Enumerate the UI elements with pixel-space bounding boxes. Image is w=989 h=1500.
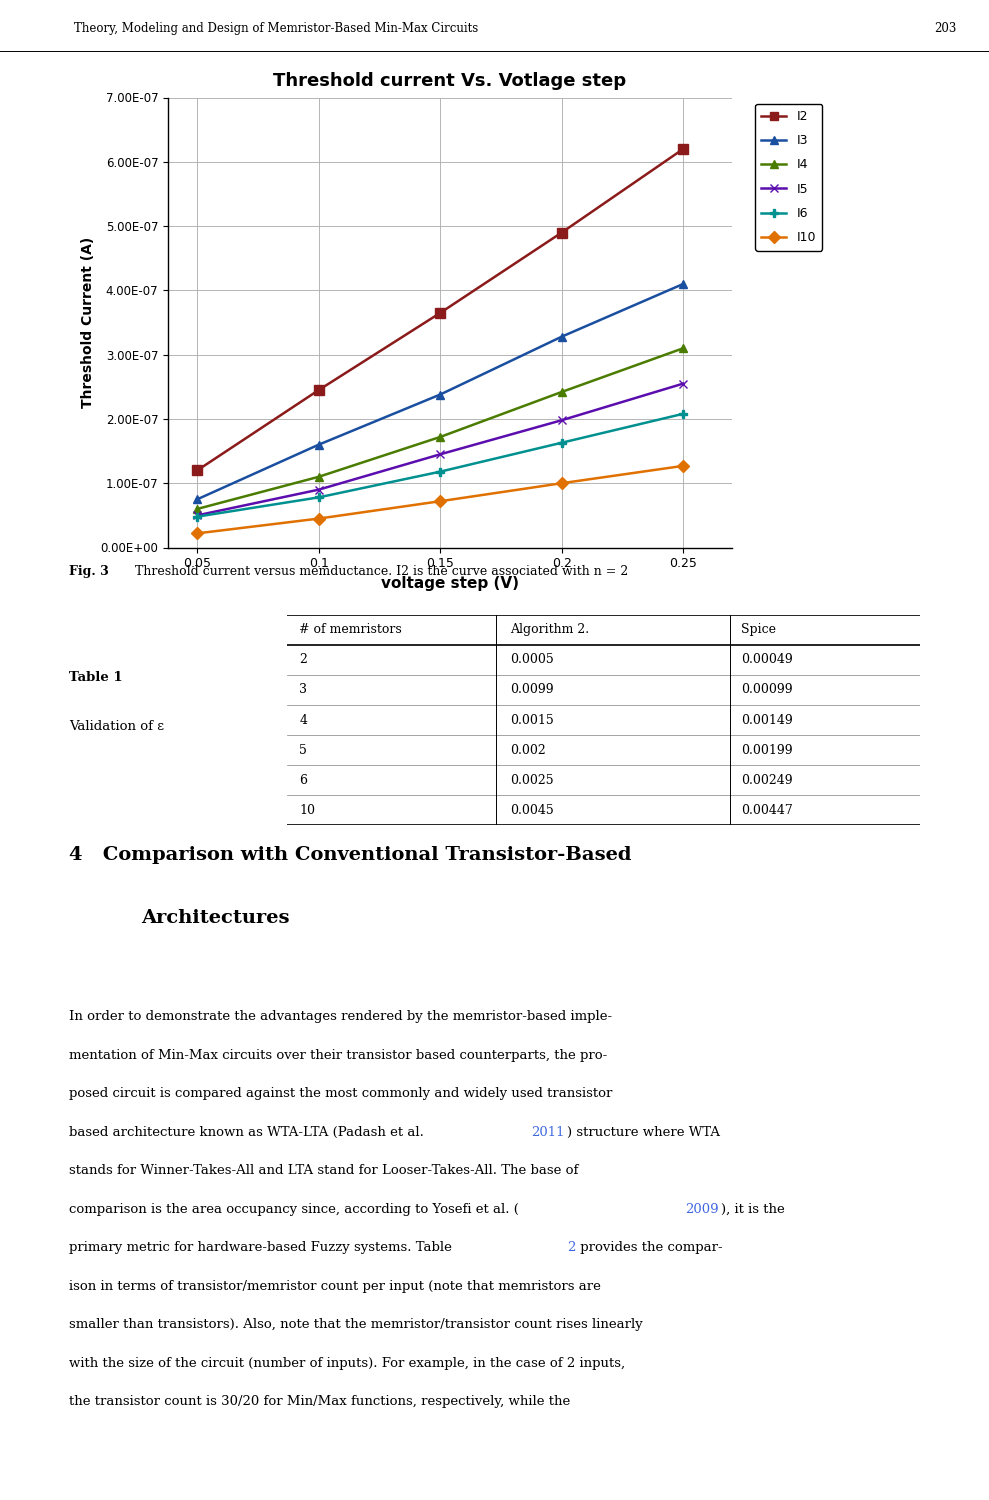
- Line: I5: I5: [193, 380, 687, 519]
- I5: [313, 480, 324, 498]
- I3: [191, 490, 203, 508]
- Text: 0.00049: 0.00049: [742, 654, 793, 666]
- Text: Spice: Spice: [742, 624, 776, 636]
- Text: 203: 203: [935, 21, 957, 34]
- I4: [556, 382, 568, 400]
- Text: primary metric for hardware-based Fuzzy systems. Table: primary metric for hardware-based Fuzzy …: [69, 1240, 456, 1254]
- Line: I10: I10: [193, 462, 687, 537]
- Text: stands for Winner-Takes-All and LTA stand for Looser-Takes-All. The base of: stands for Winner-Takes-All and LTA stan…: [69, 1164, 579, 1178]
- Text: the transistor count is 30/20 for Min/Max functions, respectively, while the: the transistor count is 30/20 for Min/Ma…: [69, 1395, 571, 1408]
- Text: ) structure where WTA: ) structure where WTA: [568, 1125, 720, 1138]
- Y-axis label: Threshold Current (A): Threshold Current (A): [81, 237, 95, 408]
- Text: 0.0045: 0.0045: [509, 804, 554, 816]
- Text: # of memristors: # of memristors: [300, 624, 403, 636]
- Text: 0.0015: 0.0015: [509, 714, 554, 726]
- I2: [677, 140, 689, 158]
- Line: I3: I3: [193, 280, 687, 504]
- Line: I2: I2: [193, 144, 688, 476]
- I3: [556, 327, 568, 345]
- Text: ), it is the: ), it is the: [721, 1203, 785, 1215]
- I4: [191, 500, 203, 517]
- Text: with the size of the circuit (number of inputs). For example, in the case of 2 i: with the size of the circuit (number of …: [69, 1356, 625, 1370]
- Text: comparison is the area occupancy since, according to Yosefi et al. (: comparison is the area occupancy since, …: [69, 1203, 519, 1215]
- I3: [434, 386, 446, 404]
- Text: In order to demonstrate the advantages rendered by the memristor-based imple-: In order to demonstrate the advantages r…: [69, 1010, 612, 1023]
- Text: Theory, Modeling and Design of Memristor-Based Min-Max Circuits: Theory, Modeling and Design of Memristor…: [74, 21, 479, 34]
- I2: [191, 462, 203, 480]
- I6: [556, 433, 568, 451]
- Text: 4: 4: [300, 714, 308, 726]
- Text: 0.00447: 0.00447: [742, 804, 793, 816]
- I3: [677, 274, 689, 292]
- Text: 3: 3: [300, 684, 308, 696]
- I3: [313, 435, 324, 453]
- I10: [434, 492, 446, 510]
- Text: Validation of ε: Validation of ε: [69, 720, 164, 734]
- I10: [313, 510, 324, 528]
- Text: 2011: 2011: [531, 1125, 565, 1138]
- Text: 2: 2: [568, 1240, 576, 1254]
- Title: Threshold current Vs. Votlage step: Threshold current Vs. Votlage step: [273, 72, 627, 90]
- Text: 4   Comparison with Conventional Transistor-Based: 4 Comparison with Conventional Transisto…: [69, 846, 632, 864]
- Text: 10: 10: [300, 804, 315, 816]
- I2: [556, 224, 568, 242]
- I2: [434, 304, 446, 322]
- I5: [434, 446, 446, 464]
- I10: [191, 525, 203, 543]
- Text: 5: 5: [300, 744, 308, 756]
- I5: [191, 507, 203, 525]
- Text: 2: 2: [300, 654, 308, 666]
- Text: Algorithm 2.: Algorithm 2.: [509, 624, 588, 636]
- Text: 0.00099: 0.00099: [742, 684, 793, 696]
- Text: Architectures: Architectures: [141, 909, 290, 927]
- Text: Table 1: Table 1: [69, 672, 123, 684]
- Text: mentation of Min-Max circuits over their transistor based counterparts, the pro-: mentation of Min-Max circuits over their…: [69, 1048, 607, 1062]
- I6: [434, 462, 446, 480]
- I4: [313, 468, 324, 486]
- Text: 6: 6: [300, 774, 308, 786]
- Text: posed circuit is compared against the most commonly and widely used transistor: posed circuit is compared against the mo…: [69, 1088, 612, 1100]
- I4: [434, 427, 446, 445]
- Legend: I2, I3, I4, I5, I6, I10: I2, I3, I4, I5, I6, I10: [755, 104, 822, 250]
- Text: 0.00149: 0.00149: [742, 714, 793, 726]
- Text: 0.00249: 0.00249: [742, 774, 793, 786]
- Text: 0.0025: 0.0025: [509, 774, 554, 786]
- X-axis label: voltage step (V): voltage step (V): [381, 576, 519, 591]
- I10: [677, 458, 689, 476]
- Text: 2009: 2009: [685, 1203, 719, 1215]
- Text: smaller than transistors). Also, note that the memristor/transistor count rises : smaller than transistors). Also, note th…: [69, 1318, 643, 1330]
- Text: 0.00199: 0.00199: [742, 744, 793, 756]
- I4: [677, 339, 689, 357]
- Text: 0.002: 0.002: [509, 744, 546, 756]
- I5: [556, 411, 568, 429]
- Text: Fig. 3: Fig. 3: [69, 566, 109, 578]
- I6: [191, 507, 203, 525]
- Text: 0.0099: 0.0099: [509, 684, 554, 696]
- I5: [677, 375, 689, 393]
- Text: 0.0005: 0.0005: [509, 654, 554, 666]
- Text: Threshold current versus memductance. I2 is the curve associated with n = 2: Threshold current versus memductance. I2…: [127, 566, 628, 578]
- I2: [313, 381, 324, 399]
- I6: [677, 405, 689, 423]
- I6: [313, 489, 324, 507]
- Text: ison in terms of transistor/memristor count per input (note that memristors are: ison in terms of transistor/memristor co…: [69, 1280, 601, 1293]
- Line: I6: I6: [193, 410, 687, 520]
- Text: provides the compar-: provides the compar-: [577, 1240, 723, 1254]
- I10: [556, 474, 568, 492]
- Text: based architecture known as WTA-LTA (Padash et al.: based architecture known as WTA-LTA (Pad…: [69, 1125, 428, 1138]
- Line: I4: I4: [193, 344, 687, 513]
